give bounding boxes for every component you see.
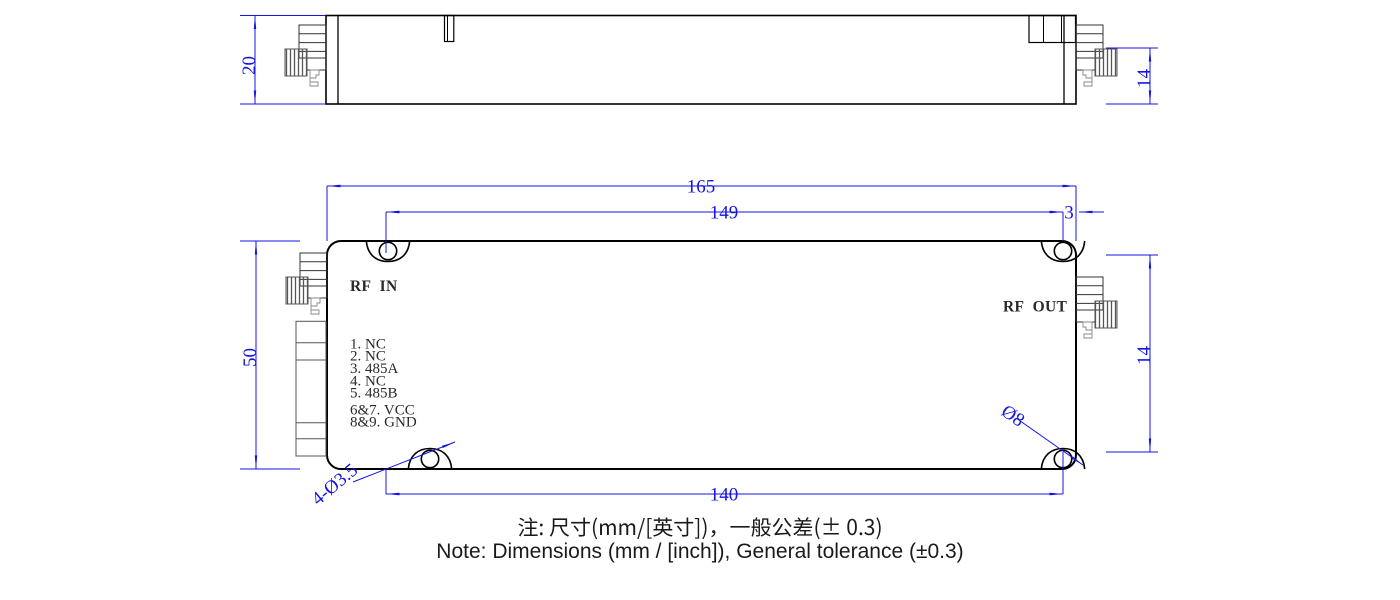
svg-text:Note: Dimensions (mm / [inch]): Note: Dimensions (mm / [inch]), General …: [436, 540, 963, 563]
svg-text:RF IN: RF IN: [350, 278, 397, 295]
svg-text:14: 14: [1134, 69, 1155, 89]
svg-text:149: 149: [710, 203, 739, 224]
svg-text:165: 165: [687, 177, 716, 198]
svg-text:5. 485B: 5. 485B: [350, 386, 398, 402]
svg-text:注: 尺寸(mm/[英寸])，一般公差(± 0.3): 注: 尺寸(mm/[英寸])，一般公差(± 0.3): [517, 512, 882, 542]
svg-text:50: 50: [240, 348, 261, 367]
svg-text:20: 20: [239, 56, 260, 75]
svg-text:3: 3: [1064, 203, 1074, 224]
svg-text:140: 140: [710, 485, 739, 506]
svg-text:RF OUT: RF OUT: [1003, 299, 1067, 316]
svg-text:8&9. GND: 8&9. GND: [350, 415, 417, 431]
svg-text:14: 14: [1134, 346, 1155, 366]
